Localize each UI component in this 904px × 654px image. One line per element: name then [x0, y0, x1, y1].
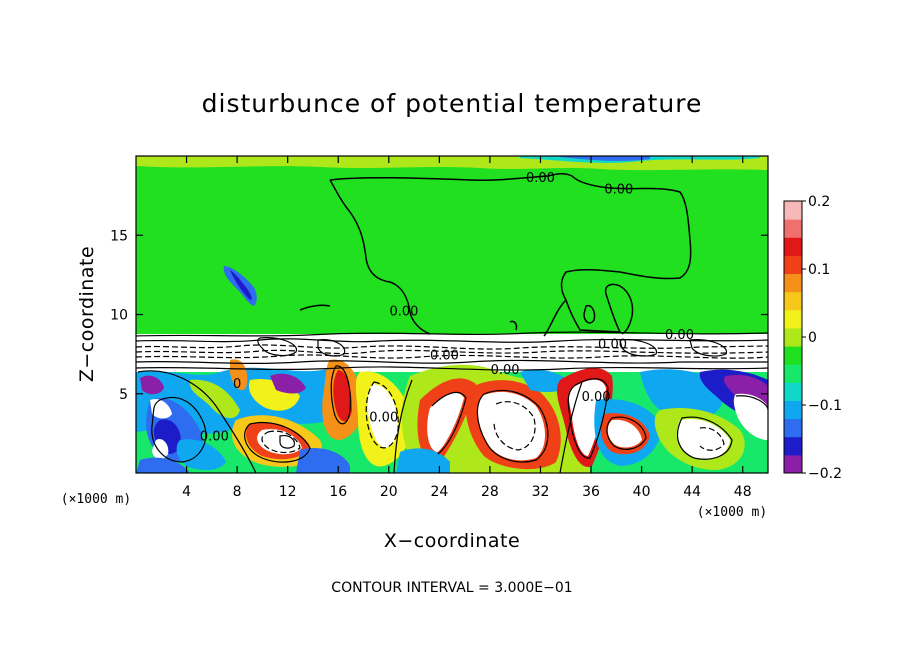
contour-label: 0.00	[604, 182, 633, 197]
plot-area: 0.00 0.00 0.00 0.00 0.00 0.00 0.00 0.00 0.00 0.00…	[110, 155, 769, 500]
x-tick-label: 36	[582, 484, 600, 500]
contour-label: 0.00	[430, 349, 459, 364]
upper-neutral-region	[136, 156, 768, 336]
x-axis-ticks: 4 8 12 16 20 24 28 32 36 40 44 48	[182, 156, 752, 500]
x-tick-label: 32	[532, 484, 550, 500]
contour-label: 0.00	[491, 363, 520, 378]
colorbar-segment	[784, 255, 802, 275]
contour-label: 0.00	[369, 411, 398, 426]
cold-patch-core	[230, 270, 252, 300]
colorbar-segment	[784, 327, 802, 347]
colorbar-tick-label: −0.2	[808, 466, 842, 482]
lower-contours	[137, 365, 768, 473]
x-tick-label: 24	[430, 484, 448, 500]
x-axis-label: X−coordinate	[384, 530, 520, 552]
colorbar-segment	[784, 400, 802, 420]
colorbar-segment	[784, 309, 802, 329]
x-tick-label: 20	[380, 484, 398, 500]
colorbar-segment	[784, 382, 802, 401]
colorbar-segment	[784, 454, 802, 474]
colorbar-segment	[784, 219, 802, 238]
contour-label: 0.00	[526, 171, 555, 186]
chart-title: disturbunce of potential temperature	[202, 89, 703, 118]
top-band-cold	[560, 156, 650, 161]
colorbar-segment	[784, 291, 802, 311]
x-axis-unit-left: (×1000 m)	[61, 492, 131, 507]
turbulent-structures	[136, 359, 768, 473]
colorbar-segment	[784, 364, 802, 383]
colorbar-segment	[784, 237, 802, 256]
x-axis-unit-right: (×1000 m)	[697, 505, 767, 520]
contour-label: 0.00	[582, 390, 611, 405]
x-tick-label: 48	[734, 484, 752, 500]
y-tick-label: 15	[110, 228, 128, 244]
contour-interval-note: CONTOUR INTERVAL = 3.000E−01	[331, 580, 572, 596]
y-tick-label: 10	[110, 308, 128, 324]
field-layers: 0.00 0.00 0.00 0.00 0.00 0.00 0.00 0.00 0.00 0.00…	[136, 156, 768, 473]
x-tick-label: 40	[633, 484, 651, 500]
contour-labels: 0.00 0.00 0.00 0.00 0.00 0.00 0.00 0.00 0.00 0.00…	[200, 171, 694, 445]
colorbar-tick-label: −0.1	[808, 398, 842, 414]
contour-label: 0.00	[665, 328, 694, 343]
colorbar-segment	[784, 273, 802, 293]
x-tick-label: 12	[279, 484, 297, 500]
x-tick-label: 28	[481, 484, 499, 500]
colorbar-tick-label: 0	[808, 330, 817, 346]
contour-label: 0.00	[598, 338, 627, 353]
colorbar-tick-label: 0.1	[808, 262, 830, 278]
colorbar-segment	[784, 418, 802, 438]
x-tick-label: 44	[683, 484, 701, 500]
y-axis-label: Z−coordinate	[76, 246, 98, 382]
interface-contours	[136, 331, 768, 371]
x-tick-label: 8	[233, 484, 242, 500]
x-tick-label: 4	[182, 484, 191, 500]
y-axis-ticks: 5 10 15	[110, 228, 768, 403]
colorbar-segment	[784, 436, 802, 456]
zero-contours	[299, 172, 692, 337]
colorbar-tick-label: 0.2	[808, 194, 830, 210]
contour-label: 0.00	[389, 304, 418, 319]
contour-label: 0.00	[200, 430, 229, 445]
colorbar-segment	[784, 346, 802, 365]
contour-label: 0	[233, 377, 241, 392]
colorbar: 0.2 0.1 0 −0.1 −0.2	[783, 194, 842, 482]
y-tick-label: 5	[119, 387, 128, 403]
colorbar-segment	[784, 201, 802, 220]
x-tick-label: 16	[329, 484, 347, 500]
